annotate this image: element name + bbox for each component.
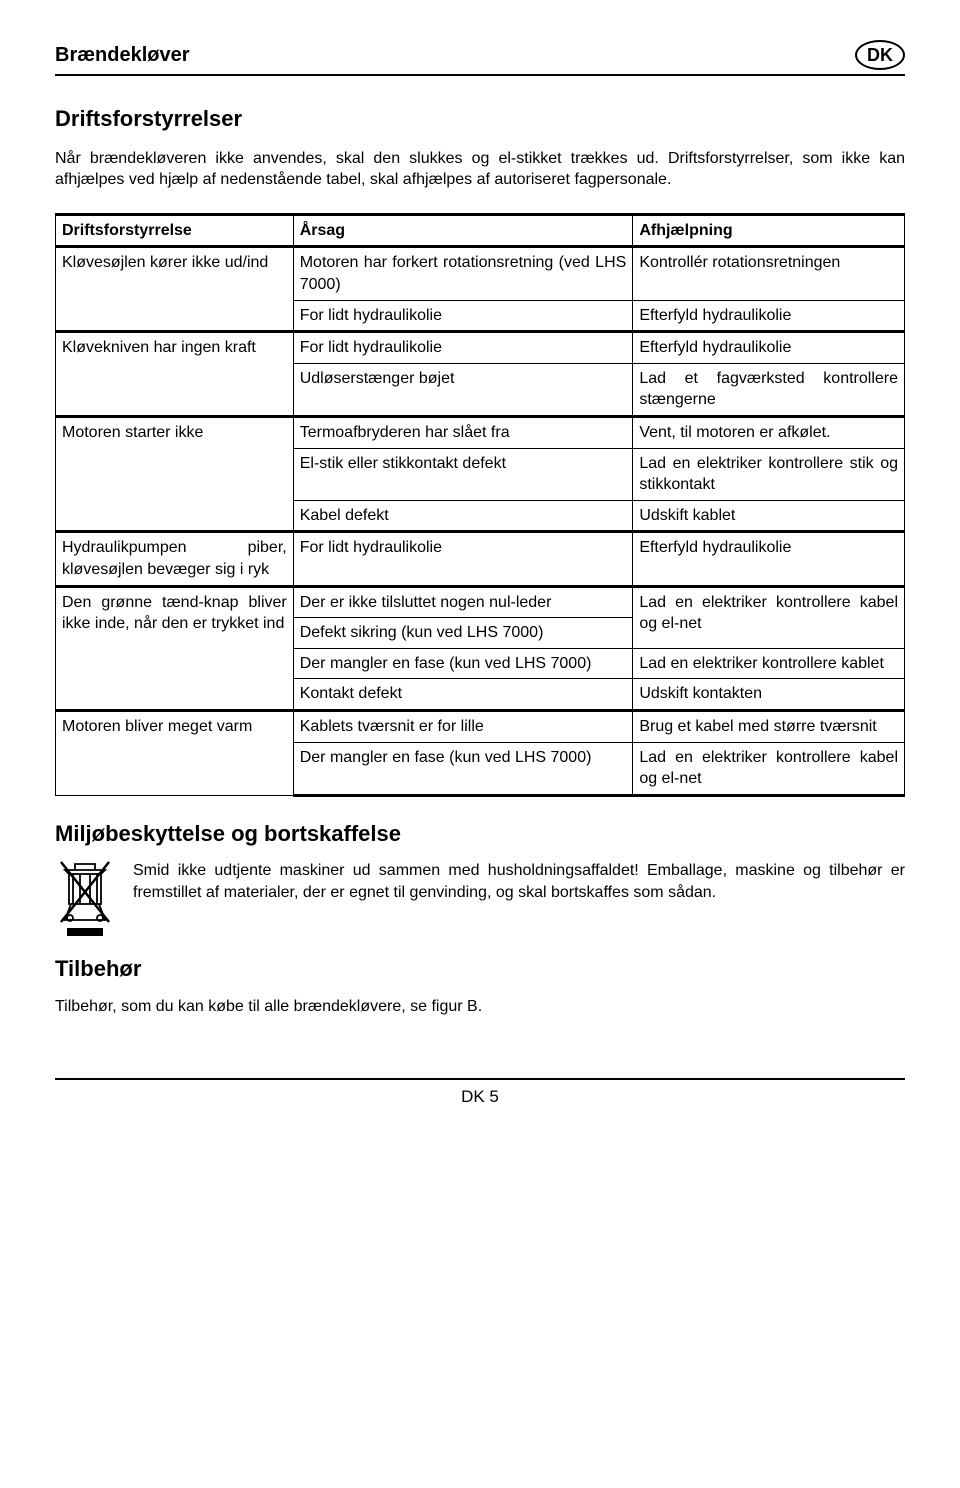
acc-title: Tilbehør bbox=[55, 954, 905, 984]
table-header-row: Driftsforstyrrelse Årsag Afhjælpning bbox=[56, 214, 905, 247]
cell-cause: Der er ikke tilsluttet nogen nul-leder bbox=[293, 586, 633, 618]
cell-cause: For lidt hydraulikolie bbox=[293, 300, 633, 332]
page-footer: DK 5 bbox=[55, 1078, 905, 1109]
troubleshooting-table: Driftsforstyrrelse Årsag Afhjælpning Klø… bbox=[55, 213, 905, 797]
cell-remedy: Efterfyld hydraulikolie bbox=[633, 532, 905, 586]
cell-remedy: Efterfyld hydraulikolie bbox=[633, 300, 905, 332]
section-title: Driftsforstyrrelser bbox=[55, 104, 905, 134]
cell-cause: Motoren har forkert rotationsretning (ve… bbox=[293, 247, 633, 300]
cell-problem: Motoren bliver meget varm bbox=[56, 710, 294, 795]
cell-cause: Termoafbryderen har slået fra bbox=[293, 417, 633, 449]
cell-cause: Kabel defekt bbox=[293, 500, 633, 532]
page-number: DK 5 bbox=[461, 1087, 499, 1106]
cell-remedy: Lad et fagværksted kontrollere stængerne bbox=[633, 363, 905, 416]
product-name: Brændekløver bbox=[55, 42, 190, 69]
cell-cause: Der mangler en fase (kun ved LHS 7000) bbox=[293, 648, 633, 679]
table-row: Kløvesøjlen kører ikke ud/ind Motoren ha… bbox=[56, 247, 905, 300]
cell-remedy: Udskift kablet bbox=[633, 500, 905, 532]
table-row: Den grønne tænd-knap bliver ikke inde, n… bbox=[56, 586, 905, 618]
cell-remedy: Lad en elektriker kontrollere stik og st… bbox=[633, 448, 905, 500]
env-section: Smid ikke udtjente maskiner ud sammen me… bbox=[55, 860, 905, 938]
env-title: Miljøbeskyttelse og bortskaffelse bbox=[55, 819, 905, 849]
table-row: Hydraulikpumpen piber, kløvesøjlen bevæg… bbox=[56, 532, 905, 586]
cell-remedy: Kontrollér rotationsretningen bbox=[633, 247, 905, 300]
cell-remedy: Lad en elektriker kontrollere kablet bbox=[633, 648, 905, 679]
cell-problem: Den grønne tænd-knap bliver ikke inde, n… bbox=[56, 586, 294, 710]
cell-remedy: Lad en elektriker kontrollere kabel og e… bbox=[633, 742, 905, 795]
table-row: Kløvekniven har ingen kraft For lidt hyd… bbox=[56, 332, 905, 364]
cell-cause: Udløserstænger bøjet bbox=[293, 363, 633, 416]
cell-problem: Motoren starter ikke bbox=[56, 417, 294, 532]
th-cause: Årsag bbox=[293, 214, 633, 247]
cell-cause: Der mangler en fase (kun ved LHS 7000) bbox=[293, 742, 633, 795]
intro-paragraph: Når brændekløveren ikke anvendes, skal d… bbox=[55, 148, 905, 191]
cell-cause: For lidt hydraulikolie bbox=[293, 332, 633, 364]
cell-problem: Kløvekniven har ingen kraft bbox=[56, 332, 294, 417]
cell-cause: Kontakt defekt bbox=[293, 679, 633, 711]
cell-problem: Kløvesøjlen kører ikke ud/ind bbox=[56, 247, 294, 332]
env-text: Smid ikke udtjente maskiner ud sammen me… bbox=[133, 860, 905, 903]
header-bar: Brændekløver DK bbox=[55, 40, 905, 76]
cell-remedy: Brug et kabel med større tværsnit bbox=[633, 710, 905, 742]
cell-cause: For lidt hydraulikolie bbox=[293, 532, 633, 586]
table-row: Motoren bliver meget varm Kablets tværsn… bbox=[56, 710, 905, 742]
cell-remedy: Efterfyld hydraulikolie bbox=[633, 332, 905, 364]
weee-icon bbox=[55, 860, 115, 938]
cell-remedy: Lad en elektriker kontrollere kabel og e… bbox=[633, 586, 905, 648]
cell-remedy: Vent, til motoren er afkølet. bbox=[633, 417, 905, 449]
cell-cause: El-stik eller stikkontakt defekt bbox=[293, 448, 633, 500]
language-badge: DK bbox=[855, 40, 905, 70]
cell-cause: Defekt sikring (kun ved LHS 7000) bbox=[293, 618, 633, 649]
cell-problem: Hydraulikpumpen piber, kløvesøjlen bevæg… bbox=[56, 532, 294, 586]
cell-cause: Kablets tværsnit er for lille bbox=[293, 710, 633, 742]
th-problem: Driftsforstyrrelse bbox=[56, 214, 294, 247]
cell-remedy: Udskift kontakten bbox=[633, 679, 905, 711]
table-row: Motoren starter ikke Termoafbryderen har… bbox=[56, 417, 905, 449]
acc-text: Tilbehør, som du kan købe til alle brænd… bbox=[55, 996, 905, 1018]
th-remedy: Afhjælpning bbox=[633, 214, 905, 247]
